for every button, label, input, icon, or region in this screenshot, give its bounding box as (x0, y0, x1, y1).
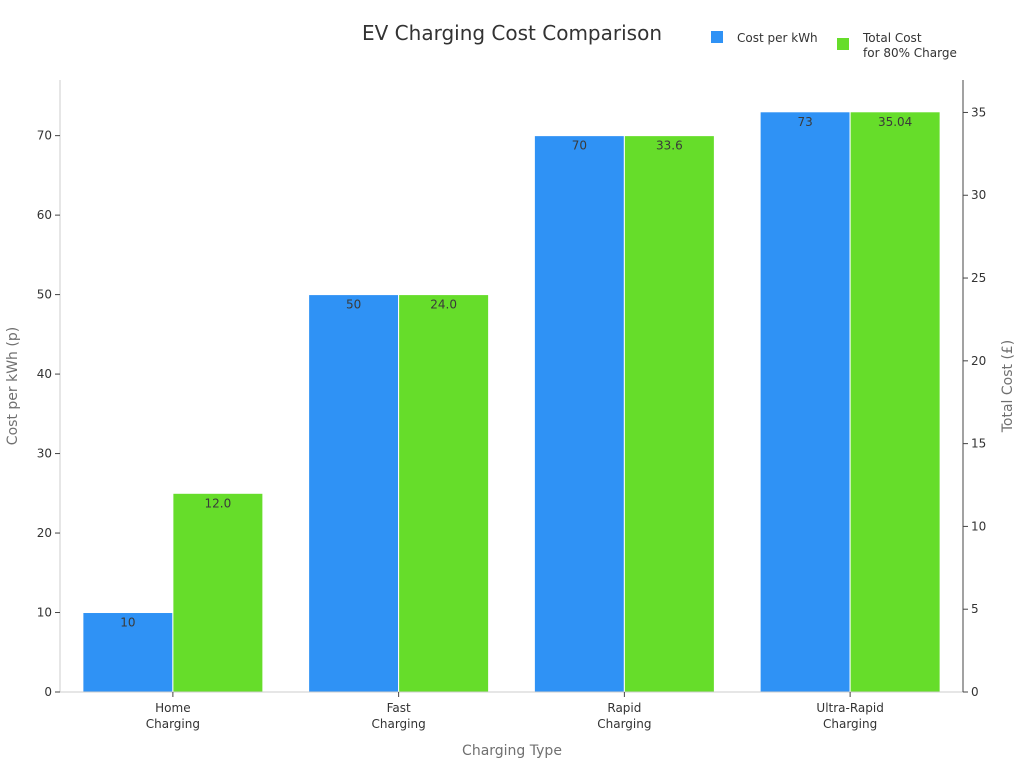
x-tick-label-0: Home Charging (146, 701, 200, 731)
data-label-total-cost-2: 33.6 (656, 139, 683, 153)
y-tick-label-7: 70 (37, 129, 52, 143)
bar-cost-per-kwh-1 (308, 294, 400, 693)
legend-label-1: Total Cost for 80% Charge (862, 31, 957, 60)
y-tick-label-1: 10 (37, 606, 52, 620)
data-label-total-cost-1: 24.0 (430, 298, 457, 312)
y-tick-label-6: 60 (37, 208, 52, 222)
legend-swatch-0 (711, 31, 723, 43)
legend: Cost per kWh Total Cost for 80% Charge (711, 31, 957, 60)
y2-tick-label-0: 0 (971, 685, 979, 699)
y-tick-label-2: 20 (37, 526, 52, 540)
y2-tick-label-7: 35 (971, 105, 986, 119)
x-tick-label-2: Rapid Charging (597, 701, 651, 731)
x-axis-ticks: Home Charging Fast Charging Rapid Charging Ult… (146, 692, 884, 731)
y-tick-label-5: 50 (37, 288, 52, 302)
data-label-cost-per-kwh-0: 10 (120, 616, 135, 630)
data-labels: 10 12.0 50 24.0 70 33.6 73 35.04 (120, 115, 912, 630)
data-label-total-cost-0: 12.0 (205, 496, 232, 510)
x-tick-label-1: Fast Charging (372, 701, 426, 731)
y-tick-label-3: 30 (37, 447, 52, 461)
bar-cost-per-kwh-2 (533, 135, 625, 693)
y2-axis-label: Total Cost (£) (1000, 340, 1016, 434)
bar-total-cost-2 (623, 135, 715, 693)
y2-tick-label-2: 10 (971, 519, 986, 533)
bar-total-cost-1 (398, 294, 490, 693)
x-axis-label: Charging Type (462, 743, 562, 759)
y2-axis-ticks: 0 5 10 15 20 25 30 35 (963, 105, 986, 699)
y2-tick-label-3: 15 (971, 437, 986, 451)
chart-title: EV Charging Cost Comparison (362, 21, 662, 45)
y2-tick-label-1: 5 (971, 602, 979, 616)
bar-cost-per-kwh-3 (759, 111, 851, 693)
bar-total-cost-0 (172, 492, 264, 693)
bar-cost-per-kwh-0 (82, 612, 174, 693)
data-label-cost-per-kwh-2: 70 (572, 139, 587, 153)
y-axis-label: Cost per kWh (p) (5, 327, 21, 445)
y-axis-ticks: 0 10 20 30 40 50 60 70 (37, 129, 60, 699)
y-tick-label-4: 40 (37, 367, 52, 381)
x-tick-label-3: Ultra-Rapid Charging (816, 701, 883, 731)
data-label-total-cost-3: 35.04 (878, 115, 912, 129)
y2-tick-label-5: 25 (971, 271, 986, 285)
data-label-cost-per-kwh-3: 73 (797, 115, 812, 129)
y-tick-label-0: 0 (44, 685, 52, 699)
y2-tick-label-4: 20 (971, 354, 986, 368)
legend-swatch-1 (837, 38, 849, 50)
bars (82, 111, 941, 693)
y2-tick-label-6: 30 (971, 188, 986, 202)
bar-total-cost-3 (849, 111, 941, 693)
legend-label-0: Cost per kWh (737, 31, 818, 45)
data-label-cost-per-kwh-1: 50 (346, 298, 361, 312)
